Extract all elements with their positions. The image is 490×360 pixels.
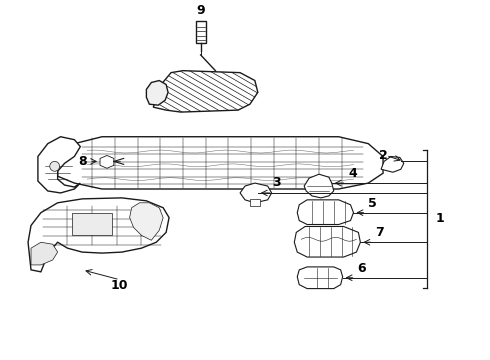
Text: 5: 5 [368, 197, 377, 210]
Polygon shape [31, 242, 58, 265]
Text: 10: 10 [111, 279, 128, 292]
Text: 9: 9 [196, 4, 205, 17]
Polygon shape [240, 183, 271, 203]
Bar [196, 21, 206, 43]
Polygon shape [297, 267, 343, 289]
Polygon shape [304, 174, 334, 198]
Text: 6: 6 [357, 262, 366, 275]
Polygon shape [130, 203, 163, 240]
Polygon shape [381, 157, 404, 172]
Polygon shape [38, 137, 80, 193]
Polygon shape [297, 200, 353, 225]
Polygon shape [250, 199, 260, 206]
Polygon shape [147, 81, 168, 105]
Polygon shape [28, 198, 169, 272]
Polygon shape [73, 213, 112, 235]
Polygon shape [100, 156, 114, 168]
Text: 7: 7 [375, 226, 384, 239]
Text: 3: 3 [272, 176, 281, 189]
Polygon shape [294, 226, 360, 257]
Polygon shape [58, 137, 383, 189]
Text: 1: 1 [435, 212, 444, 225]
Text: 4: 4 [348, 167, 357, 180]
Polygon shape [153, 71, 258, 112]
Text: 8: 8 [78, 155, 87, 168]
Circle shape [50, 161, 60, 171]
Text: 2: 2 [379, 149, 388, 162]
